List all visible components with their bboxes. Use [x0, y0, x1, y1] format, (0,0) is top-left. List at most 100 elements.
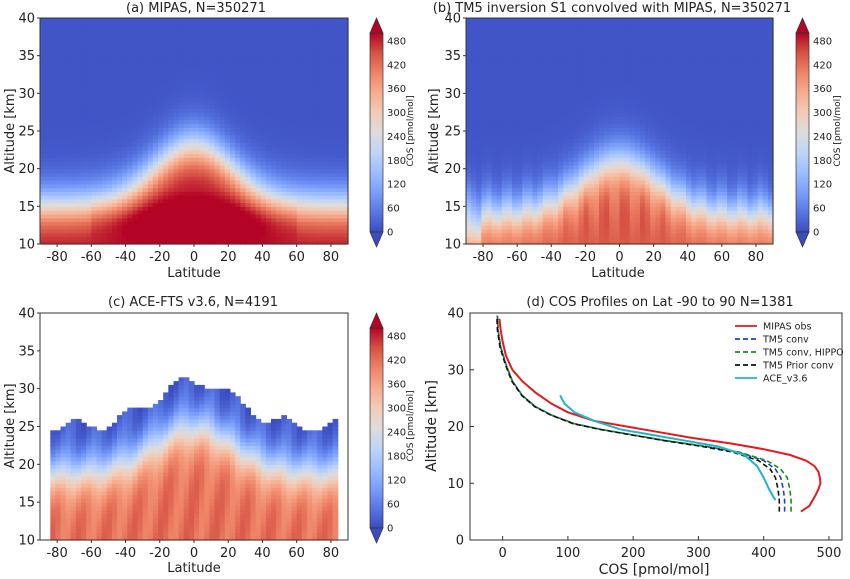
heatmap-cell	[255, 119, 262, 125]
heatmap-cell	[152, 213, 159, 219]
heatmap-cell	[240, 183, 246, 189]
heatmap-cell	[224, 146, 231, 151]
heatmap-cell	[194, 191, 200, 196]
heatmap-cell	[240, 164, 246, 170]
heatmap-cell	[491, 63, 498, 68]
heatmap-cell	[183, 149, 190, 155]
heatmap-cell	[163, 213, 169, 219]
heatmap-cell	[183, 164, 190, 170]
heatmap-cell	[537, 180, 544, 185]
heatmap-cell	[501, 228, 508, 234]
heatmap-cell	[327, 63, 334, 68]
heatmap-cell	[306, 67, 313, 72]
heatmap-cell	[281, 225, 287, 230]
heatmap-cell	[522, 119, 528, 125]
heatmap-cell	[281, 119, 287, 125]
heatmap-cell	[466, 157, 472, 162]
heatmap-cell	[204, 180, 210, 185]
heatmap-cell	[327, 127, 334, 132]
heatmap-cell	[537, 100, 544, 106]
heatmap-cell	[306, 33, 313, 38]
heatmap-cell	[301, 195, 308, 200]
heatmap-cell	[50, 104, 56, 109]
heatmap-cell	[158, 40, 164, 45]
heatmap-cell	[152, 123, 159, 128]
heatmap-cell	[573, 206, 580, 211]
heatmap-cell	[81, 48, 87, 53]
heatmap-cell	[481, 78, 488, 83]
heatmap-cell	[194, 240, 200, 245]
heatmap-cell	[476, 240, 482, 245]
heatmap-cell	[188, 221, 195, 226]
heatmap-cell	[96, 123, 103, 128]
heatmap-cell	[209, 183, 216, 189]
heatmap-cell	[245, 63, 251, 68]
heatmap-cell	[573, 183, 580, 189]
heatmap-cell	[86, 149, 92, 155]
heatmap-cell	[306, 40, 313, 45]
heatmap-cell	[553, 89, 559, 94]
heatmap-cell	[188, 191, 195, 196]
heatmap-cell	[537, 112, 544, 117]
heatmap-cell	[276, 25, 282, 30]
heatmap-cell	[537, 153, 544, 158]
heatmap-cell	[496, 157, 503, 162]
heatmap-cell	[342, 191, 349, 196]
heatmap-cell	[235, 221, 241, 226]
heatmap-cell	[276, 33, 282, 38]
heatmap-cell	[265, 168, 272, 174]
heatmap-cell	[214, 119, 221, 125]
heatmap-cell	[240, 70, 246, 76]
heatmap-cell	[204, 70, 210, 76]
heatmap-cell	[337, 191, 344, 196]
heatmap-cell	[501, 236, 508, 241]
heatmap-cell	[471, 134, 477, 140]
heatmap-cell	[163, 123, 169, 128]
heatmap-cell	[122, 40, 128, 45]
heatmap-cell	[122, 142, 128, 147]
heatmap-cell	[127, 63, 133, 68]
heatmap-cell	[101, 228, 108, 234]
heatmap-cell	[532, 210, 539, 215]
heatmap-cell	[342, 40, 349, 45]
heatmap-cell	[55, 131, 62, 136]
heatmap-cell	[147, 29, 154, 34]
heatmap-cell	[127, 183, 133, 189]
heatmap-cell	[317, 25, 323, 30]
heatmap-cell	[229, 67, 236, 72]
heatmap-cell	[322, 157, 328, 162]
heatmap-cell	[547, 131, 554, 136]
heatmap-cell	[481, 40, 488, 45]
heatmap-cell	[70, 59, 77, 64]
heatmap-cell	[188, 104, 195, 109]
heatmap-cell	[296, 40, 303, 45]
heatmap-cell	[568, 78, 574, 83]
heatmap-cell	[245, 115, 251, 121]
heatmap-cell	[60, 206, 67, 211]
heatmap-cell	[214, 36, 221, 42]
heatmap-cell	[50, 198, 56, 204]
heatmap-cell	[214, 89, 221, 94]
heatmap-cell	[235, 51, 241, 57]
heatmap-cell	[491, 48, 498, 53]
heatmap-cell	[50, 97, 56, 102]
heatmap-cell	[224, 115, 231, 121]
heatmap-cell	[188, 217, 195, 222]
colorbar-bar	[369, 32, 384, 233]
heatmap-cell	[132, 210, 139, 215]
heatmap-cell	[178, 70, 185, 76]
heatmap-cell	[106, 164, 113, 170]
heatmap-cell	[542, 195, 549, 200]
heatmap-cell	[132, 33, 139, 38]
heatmap-cell	[117, 228, 123, 234]
heatmap-cell	[132, 89, 139, 94]
heatmap-cell	[517, 29, 523, 34]
heatmap-cell	[122, 51, 128, 57]
heatmap-cell	[512, 198, 518, 204]
heatmap-cell	[322, 127, 328, 132]
heatmap-cell	[276, 217, 282, 222]
heatmap-cell	[265, 232, 272, 238]
heatmap-cell	[158, 172, 164, 177]
heatmap-cell	[496, 123, 503, 128]
heatmap-cell	[327, 217, 334, 222]
